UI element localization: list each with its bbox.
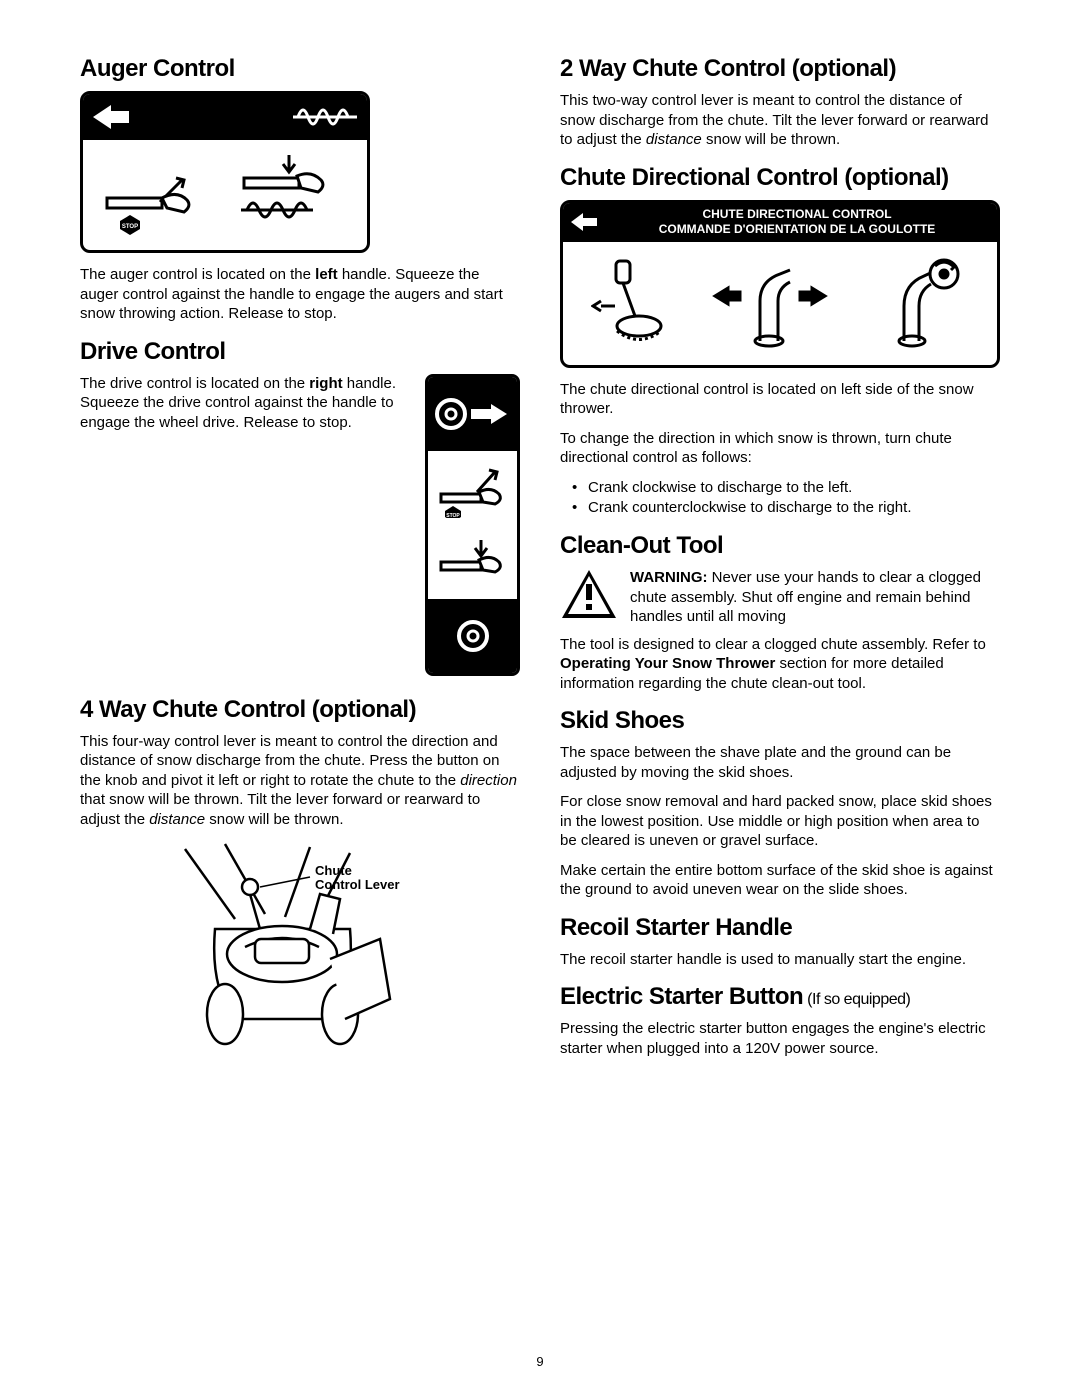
page-number: 9 xyxy=(0,1354,1080,1369)
skid-p3: Make certain the entire bottom surface o… xyxy=(560,861,1000,900)
lever-down-icon xyxy=(433,532,513,592)
lever-up-icon: STOP xyxy=(433,458,513,518)
directional-p2: To change the direction in which snow is… xyxy=(560,429,1000,468)
recoil-heading: Recoil Starter Handle xyxy=(560,914,1000,942)
diagram-title-fr: COMMANDE D'ORIENTATION DE LA GOULOTTE xyxy=(605,222,989,238)
arrow-left-icon xyxy=(571,212,597,232)
fourway-heading: 4 Way Chute Control (optional) xyxy=(80,696,520,724)
list-item: Crank clockwise to discharge to the left… xyxy=(560,478,1000,498)
electric-p1: Pressing the electric starter button eng… xyxy=(560,1019,1000,1058)
twoway-text: This two-way control lever is meant to c… xyxy=(560,91,1000,150)
drive-diagram: STOP xyxy=(425,374,520,676)
auger-diagram: STOP xyxy=(80,91,370,253)
list-item: Crank counterclockwise to discharge to t… xyxy=(560,498,1000,518)
directional-diagram: CHUTE DIRECTIONAL CONTROL COMMANDE D'ORI… xyxy=(560,200,1000,368)
directional-p1: The chute directional control is located… xyxy=(560,380,1000,419)
skid-p1: The space between the shave plate and th… xyxy=(560,743,1000,782)
lever-squeeze-icon: STOP xyxy=(102,150,212,240)
electric-heading: Electric Starter Button (If so equipped) xyxy=(560,983,1000,1011)
right-column: 2 Way Chute Control (optional) This two-… xyxy=(560,55,1000,1075)
recoil-p1: The recoil starter handle is used to man… xyxy=(560,950,1000,970)
auger-control-heading: Auger Control xyxy=(80,55,520,83)
skid-heading: Skid Shoes xyxy=(560,707,1000,735)
chute-arrows-icon xyxy=(710,256,850,351)
drive-control-text: The drive control is located on the righ… xyxy=(80,374,413,433)
skid-p2: For close snow removal and hard packed s… xyxy=(560,792,1000,851)
directional-heading: Chute Directional Control (optional) xyxy=(560,164,1000,192)
lever-auger-icon xyxy=(229,150,349,240)
fourway-text: This four-way control lever is meant to … xyxy=(80,732,520,830)
svg-text:STOP: STOP xyxy=(446,513,460,518)
warning-text: WARNING: Never use your hands to clear a… xyxy=(630,568,1000,627)
left-column: Auger Control STOP xyxy=(80,55,520,1075)
tire-arrow-icon xyxy=(433,394,513,434)
auger-blade-icon xyxy=(293,100,357,134)
warning-icon xyxy=(560,568,618,620)
cleanout-text: The tool is designed to clear a clogged … xyxy=(560,635,1000,694)
diagram-title-en: CHUTE DIRECTIONAL CONTROL xyxy=(605,207,989,223)
tire-icon xyxy=(453,616,493,656)
drive-control-heading: Drive Control xyxy=(80,338,520,366)
svg-text:STOP: STOP xyxy=(121,224,137,230)
svg-text:Chute: Chute xyxy=(315,863,352,878)
chute-crank-icon xyxy=(879,256,969,351)
arrow-left-icon xyxy=(93,103,129,131)
snow-thrower-diagram: Chute Control Lever xyxy=(155,839,445,1059)
svg-text:Control Lever: Control Lever xyxy=(315,877,400,892)
directional-bullets: Crank clockwise to discharge to the left… xyxy=(560,478,1000,519)
twoway-heading: 2 Way Chute Control (optional) xyxy=(560,55,1000,83)
cleanout-heading: Clean-Out Tool xyxy=(560,532,1000,560)
crank-lever-icon xyxy=(591,256,681,351)
auger-control-text: The auger control is located on the left… xyxy=(80,265,520,324)
